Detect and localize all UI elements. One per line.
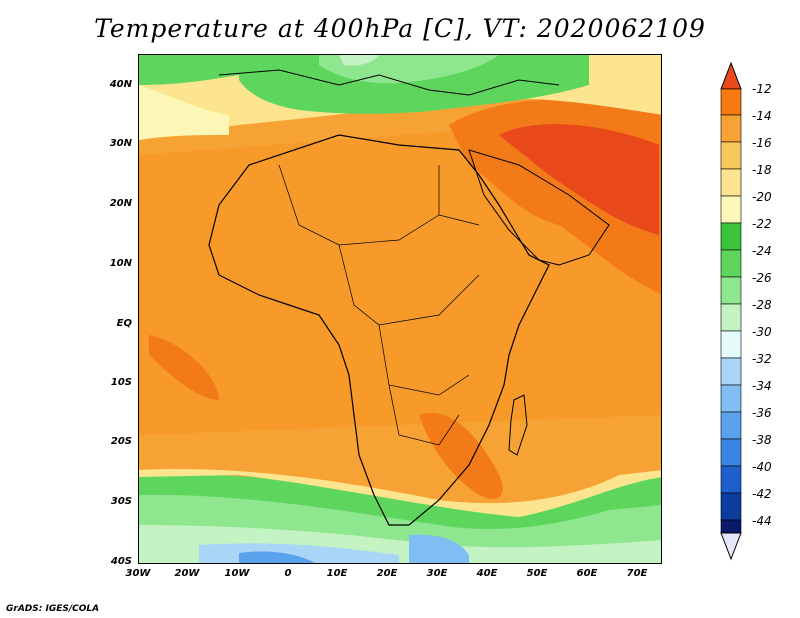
lon-label-20e: 20E [376,568,398,579]
lat-label-30n: 30N [109,138,132,149]
colorbar-label: -18 [752,163,772,177]
lat-label-10s: 10S [110,377,132,388]
lat-label-30s: 30S [110,496,132,507]
lon-label-20w: 20W [174,568,200,579]
lat-label-40n: 40N [109,79,132,90]
colorbar-label: -16 [752,136,772,150]
lon-label-30e: 30E [426,568,448,579]
map-title: Temperature at 400hPa [C], VT: 202006210… [94,14,706,43]
lon-label-40e: 40E [476,568,498,579]
colorbar-label: -38 [752,433,772,447]
lon-label-10e: 10E [326,568,348,579]
colorbar-bottom-triangle [720,532,742,561]
colorbar-label: -30 [752,325,772,339]
colorbar-label: -20 [752,190,772,204]
lat-label-20s: 20S [110,436,132,447]
lat-label-40s: 40S [110,556,132,567]
temperature-field [139,55,661,563]
colorbar [720,62,742,561]
colorbar-label: -24 [752,244,772,258]
lon-label-50e: 50E [526,568,548,579]
lat-label-20n: 20N [109,198,132,209]
colorbar-label: -22 [752,217,772,231]
lon-label-60e: 60E [576,568,598,579]
colorbar-label: -42 [752,487,772,501]
lat-label-eq: EQ [116,318,132,329]
colorbar-label: -44 [752,514,772,528]
colorbar-label: -28 [752,298,772,312]
lat-label-10n: 10N [109,258,132,269]
lon-label-70e: 70E [626,568,648,579]
colorbar-label: -36 [752,406,772,420]
footer-credit: GrADS: IGES/COLA [6,604,100,614]
lon-label-10w: 10W [224,568,250,579]
colorbar-label: -40 [752,460,772,474]
lon-label-0: 0 [284,568,292,579]
colorbar-label: -12 [752,82,772,96]
colorbar-label: -26 [752,271,772,285]
colorbar-top-triangle [720,62,742,90]
colorbar-label: -34 [752,379,772,393]
map-plot-area [138,54,662,564]
colorbar-label: -14 [752,109,772,123]
colorbar-label: -32 [752,352,772,366]
lon-label-30w: 30W [125,568,151,579]
